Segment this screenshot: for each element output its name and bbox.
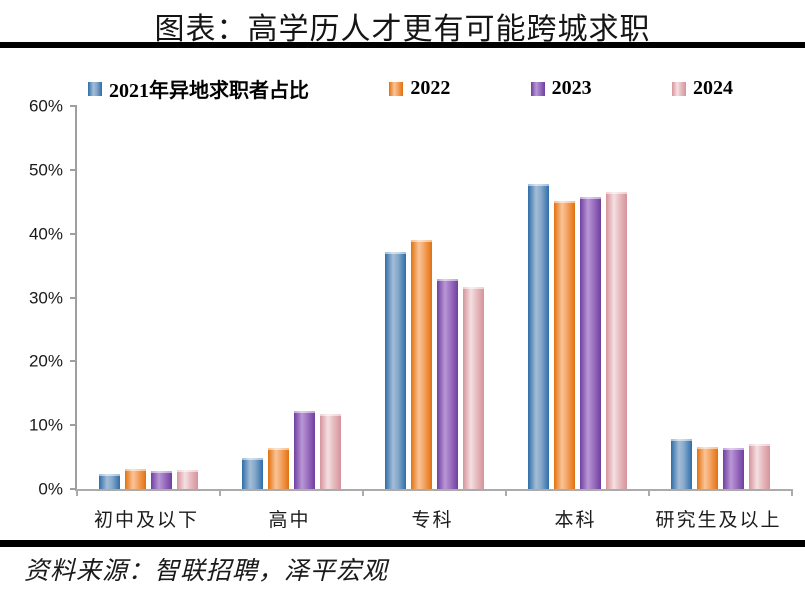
y-axis-tick-label: 0% bbox=[38, 479, 63, 499]
y-axis-tick-label: 60% bbox=[28, 96, 63, 116]
source-note: 资料来源：智联招聘，泽平宏观 bbox=[24, 558, 389, 585]
y-axis-tick bbox=[70, 488, 77, 490]
legend-label: 2024 bbox=[692, 77, 733, 99]
bar bbox=[268, 448, 289, 489]
x-axis-category-label: 研究生及以上 bbox=[655, 510, 782, 531]
legend-swatch-icon bbox=[88, 81, 102, 96]
x-axis-tick bbox=[362, 489, 364, 496]
y-axis-tick-label: 20% bbox=[28, 351, 63, 371]
bar bbox=[242, 457, 263, 489]
bar bbox=[125, 468, 146, 489]
bar bbox=[151, 470, 172, 489]
bar bbox=[554, 201, 575, 489]
bar-chart: 2021年异地求职者占比 2022 2023 2024 0% 10% 20% 30% 40% 5… bbox=[0, 48, 805, 540]
top-divider bbox=[0, 42, 805, 48]
bar bbox=[723, 448, 744, 489]
x-axis-tick bbox=[76, 489, 78, 496]
y-axis-tick bbox=[70, 360, 77, 363]
x-axis-category-label: 初中及以下 bbox=[93, 510, 199, 531]
bar-group bbox=[220, 106, 363, 489]
bar bbox=[580, 197, 601, 489]
y-axis-tick bbox=[70, 168, 77, 171]
bar bbox=[528, 183, 549, 489]
legend-label: 2021年异地求职者占比 bbox=[109, 80, 309, 102]
bar bbox=[437, 279, 458, 489]
bar bbox=[177, 469, 198, 489]
y-axis-tick bbox=[70, 232, 77, 235]
legend-swatch-icon bbox=[389, 81, 404, 96]
x-axis-category-label: 高中 bbox=[268, 510, 311, 531]
x-axis-category-label: 专科 bbox=[411, 510, 454, 531]
x-axis-tick bbox=[648, 489, 650, 496]
bar bbox=[697, 446, 718, 489]
legend-item: 2024 bbox=[671, 77, 733, 100]
y-axis-tick bbox=[70, 105, 77, 107]
legend-item: 2023 bbox=[530, 77, 592, 100]
bar bbox=[320, 414, 341, 489]
legend-label: 2023 bbox=[551, 77, 592, 99]
y-axis-tick-label: 30% bbox=[28, 288, 63, 307]
y-axis-tick-label: 10% bbox=[28, 415, 63, 435]
bar bbox=[294, 411, 315, 489]
x-axis-tick bbox=[219, 489, 221, 496]
chart-title: 图表：高学历人才更有可能跨城求职 bbox=[154, 13, 651, 46]
x-axis-category-label: 本科 bbox=[554, 510, 597, 531]
y-axis-tick-label: 50% bbox=[28, 160, 63, 180]
bar bbox=[749, 443, 770, 489]
plot-area: 0% 10% 20% 30% 40% 50% 60% bbox=[29, 98, 793, 498]
bar bbox=[99, 474, 120, 489]
bar bbox=[385, 251, 406, 489]
x-axis-tick bbox=[791, 489, 793, 496]
bar-groups bbox=[77, 106, 792, 489]
y-axis-tick bbox=[70, 424, 77, 427]
legend-label: 2022 bbox=[410, 77, 451, 99]
legend-item: 2022 bbox=[389, 77, 450, 100]
bottom-divider bbox=[0, 540, 805, 547]
bar-group bbox=[77, 106, 220, 489]
y-axis-tick-label: 40% bbox=[28, 224, 63, 244]
bar bbox=[463, 287, 484, 489]
legend-swatch-icon bbox=[671, 81, 686, 96]
legend-item: 2021年异地求职者占比 bbox=[88, 74, 309, 103]
x-axis-tick bbox=[505, 489, 507, 496]
x-axis-labels: 初中及以下 高中 专科 本科 研究生及以上 bbox=[75, 505, 790, 532]
y-axis-tick bbox=[70, 296, 77, 299]
bar bbox=[606, 191, 627, 489]
bar bbox=[411, 240, 432, 489]
legend: 2021年异地求职者占比 2022 2023 2024 bbox=[88, 74, 733, 103]
bar-group bbox=[506, 106, 649, 489]
legend-swatch-icon bbox=[530, 81, 545, 96]
bar-group bbox=[363, 106, 506, 489]
bar-group bbox=[649, 106, 792, 489]
bar bbox=[671, 438, 692, 489]
